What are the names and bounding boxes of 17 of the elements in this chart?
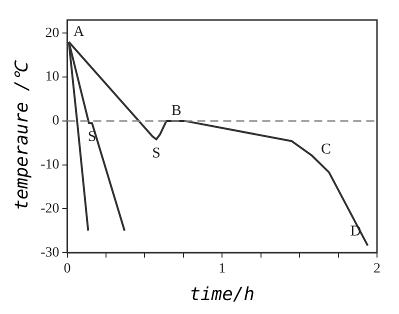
x-tick-label: 2 <box>374 262 380 277</box>
y-tick-label: 10 <box>45 70 60 85</box>
x-tick-label: 0 <box>64 262 71 277</box>
y-tick-label: -20 <box>40 201 60 216</box>
annotation: B <box>171 102 182 119</box>
annotation: S <box>88 129 96 146</box>
annotation: C <box>320 142 331 158</box>
y-tick-label: 0 <box>52 114 60 129</box>
y-tick-label: -10 <box>40 158 60 172</box>
y-tick-label: -30 <box>40 245 60 260</box>
annotation: D <box>350 224 362 240</box>
x-tick-label: 1 <box>218 262 226 277</box>
annotation: S <box>152 145 160 162</box>
annotation: A <box>73 24 84 40</box>
y-tick-label: 20 <box>45 26 60 41</box>
x-axis-title: time/h <box>190 284 255 305</box>
y-axis-title: temperaure /℃ <box>11 59 32 210</box>
